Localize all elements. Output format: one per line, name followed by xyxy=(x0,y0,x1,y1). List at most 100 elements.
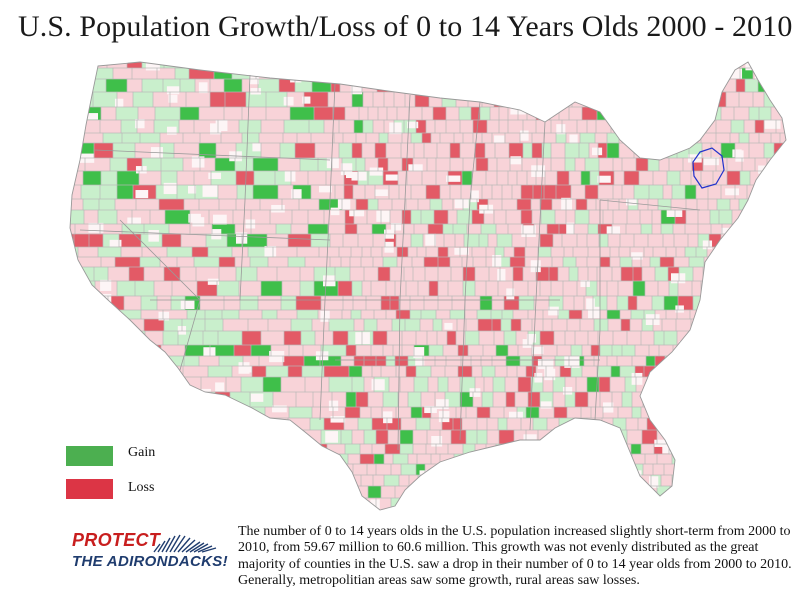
county-border xyxy=(561,62,575,69)
county-cell xyxy=(376,210,391,222)
county-cell xyxy=(373,92,384,107)
county-cell xyxy=(450,68,459,79)
county-cell xyxy=(358,418,372,430)
county-cell xyxy=(70,296,84,310)
county-border xyxy=(357,62,368,69)
county-cell xyxy=(181,234,206,247)
county-cell xyxy=(288,444,309,454)
county-cell xyxy=(728,296,738,310)
county-cell xyxy=(534,464,549,475)
county-border xyxy=(296,67,315,80)
county-border xyxy=(81,406,106,419)
county-cell xyxy=(750,296,761,310)
county-cell xyxy=(553,377,565,392)
county-cell xyxy=(571,486,586,498)
county-cell xyxy=(654,439,670,447)
county-border xyxy=(391,78,404,93)
county-cell xyxy=(167,247,192,257)
county-cell xyxy=(292,210,308,224)
county-cell xyxy=(414,143,424,158)
county-cell xyxy=(442,418,453,430)
county-cell xyxy=(329,377,352,392)
county-cell xyxy=(480,296,492,310)
county-cell xyxy=(70,133,80,143)
county-cell xyxy=(219,356,243,366)
county-border xyxy=(192,429,215,445)
county-cell xyxy=(670,273,686,284)
county-border xyxy=(515,78,532,93)
county-cell xyxy=(362,79,377,92)
county-cell xyxy=(144,267,164,281)
county-cell xyxy=(351,310,361,319)
county-cell xyxy=(551,475,562,486)
county-cell xyxy=(573,464,584,475)
county-cell xyxy=(214,418,232,430)
county-cell xyxy=(569,171,581,185)
county-border xyxy=(767,463,779,476)
county-cell xyxy=(655,133,670,143)
county-cell xyxy=(411,234,423,247)
county-cell xyxy=(447,331,456,345)
county-cell xyxy=(121,513,138,525)
county-cell xyxy=(196,513,213,525)
county-cell xyxy=(553,79,562,92)
county-cell xyxy=(592,147,603,156)
county-border xyxy=(74,309,98,320)
county-cell xyxy=(742,366,752,377)
county-cell xyxy=(581,498,591,510)
county-cell xyxy=(157,68,175,79)
county-border xyxy=(781,497,786,510)
county-cell xyxy=(339,143,352,158)
county-cell xyxy=(182,377,201,392)
county-cell xyxy=(635,117,648,126)
county-cell xyxy=(601,68,613,79)
county-cell xyxy=(458,475,467,486)
county-border xyxy=(751,365,762,378)
county-border xyxy=(213,62,237,69)
county-cell xyxy=(676,319,691,331)
county-cell xyxy=(531,199,540,210)
county-border xyxy=(737,485,749,499)
county-cell xyxy=(346,392,356,407)
county-cell xyxy=(81,498,105,510)
county-cell xyxy=(734,418,744,430)
county-border xyxy=(764,170,777,186)
county-cell xyxy=(210,444,233,454)
county-cell xyxy=(672,475,683,486)
county-cell xyxy=(333,407,345,418)
county-border xyxy=(176,453,195,465)
county-border xyxy=(349,67,364,80)
county-border xyxy=(74,355,94,367)
county-border xyxy=(172,513,196,525)
county-border xyxy=(446,485,459,499)
county-cell xyxy=(451,430,466,444)
county-cell xyxy=(297,68,314,79)
county-cell xyxy=(328,92,352,107)
county-cell xyxy=(461,356,471,366)
county-cell xyxy=(349,210,365,217)
county-cell xyxy=(443,224,453,234)
county-cell xyxy=(465,310,477,319)
county-border xyxy=(481,67,493,80)
county-border xyxy=(189,417,215,431)
county-cell xyxy=(392,68,402,79)
county-cell xyxy=(644,366,655,377)
county-border xyxy=(333,62,347,69)
county-cell xyxy=(634,234,648,247)
county-border xyxy=(299,62,315,69)
county-border xyxy=(221,463,244,476)
county-cell xyxy=(391,464,401,475)
county-cell xyxy=(213,513,230,525)
county-cell xyxy=(438,296,452,310)
county-cell xyxy=(207,278,219,285)
county-border xyxy=(518,497,529,510)
county-cell xyxy=(727,288,741,300)
county-cell xyxy=(703,296,713,310)
county-border xyxy=(338,497,354,510)
county-cell xyxy=(269,350,285,363)
county-cell xyxy=(682,430,691,444)
county-cell xyxy=(721,107,734,120)
county-border xyxy=(702,295,714,311)
county-border xyxy=(391,67,403,80)
county-cell xyxy=(320,310,330,322)
